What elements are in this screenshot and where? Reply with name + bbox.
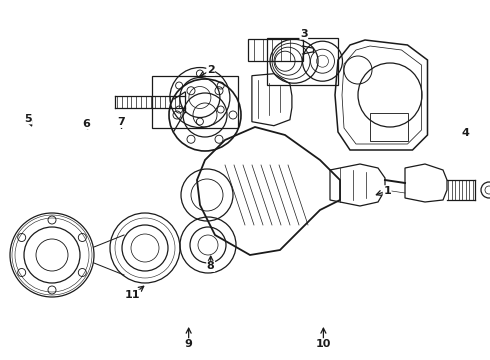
- Text: 7: 7: [118, 117, 125, 127]
- Bar: [370, 113, 408, 141]
- Bar: [247, 39, 302, 61]
- Text: 8: 8: [207, 261, 215, 271]
- Text: 5: 5: [24, 114, 32, 124]
- Bar: [267, 38, 338, 85]
- Text: 4: 4: [462, 128, 469, 138]
- Text: 6: 6: [82, 119, 90, 129]
- Text: 3: 3: [300, 29, 308, 39]
- Text: 9: 9: [185, 339, 193, 349]
- Text: 2: 2: [207, 65, 215, 75]
- Text: 1: 1: [383, 186, 391, 196]
- Bar: [152, 76, 238, 128]
- Text: 11: 11: [124, 290, 140, 300]
- Text: 10: 10: [316, 339, 331, 349]
